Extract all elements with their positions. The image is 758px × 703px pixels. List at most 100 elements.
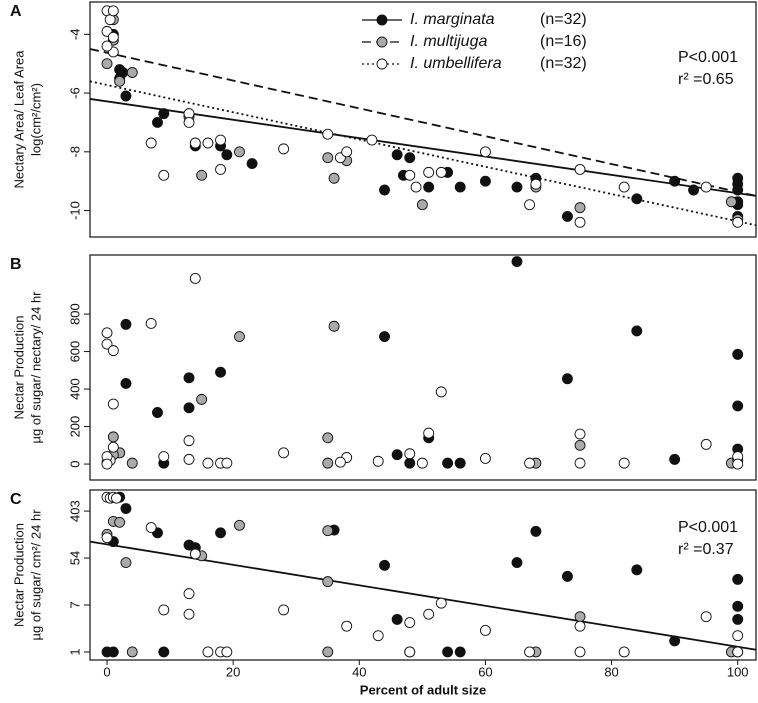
data-point: [107, 345, 119, 357]
plot-frame: [89, 489, 757, 661]
fit-line: [89, 48, 757, 197]
legend-marker: [376, 58, 388, 70]
data-point: [423, 608, 435, 620]
data-point: [158, 108, 170, 120]
data-point: [511, 557, 523, 569]
data-point: [189, 137, 201, 149]
data-point: [561, 210, 573, 222]
data-point: [107, 398, 119, 410]
data-point: [322, 432, 334, 444]
data-point: [618, 457, 630, 469]
data-point: [221, 149, 233, 161]
y-tick-label: -4: [67, 29, 82, 41]
data-point: [574, 611, 586, 623]
x-tick-label: 80: [604, 664, 618, 679]
data-point: [145, 522, 157, 534]
data-point: [101, 338, 113, 350]
data-point: [322, 525, 334, 537]
legend-marker: [376, 36, 388, 48]
data-point: [732, 216, 744, 228]
data-point: [101, 40, 113, 52]
data-point: [688, 184, 700, 196]
data-point: [391, 149, 403, 161]
data-point: [107, 441, 119, 453]
data-point: [183, 372, 195, 384]
annotation: r² =0.65: [678, 71, 734, 88]
data-point: [334, 456, 346, 468]
data-point: [454, 646, 466, 658]
x-tick-label: 100: [727, 664, 749, 679]
data-point: [120, 557, 132, 569]
data-point: [234, 146, 245, 158]
plot-frame: [89, 254, 757, 481]
data-point: [732, 573, 744, 585]
data-point: [423, 427, 435, 439]
fit-line: [89, 98, 757, 197]
data-point: [404, 646, 416, 658]
data-point: [107, 646, 119, 658]
y-tick-label: 0: [67, 460, 82, 467]
data-point: [183, 116, 195, 128]
data-point: [479, 452, 491, 464]
data-point: [631, 564, 643, 576]
data-point: [107, 5, 119, 17]
y-tick-label: 1: [67, 648, 82, 655]
data-point: [725, 196, 737, 208]
data-point: [322, 646, 334, 658]
data-point: [631, 193, 643, 205]
data-point: [631, 325, 643, 337]
data-point: [183, 588, 195, 600]
data-point: [379, 559, 390, 571]
y-tick-label: 400: [67, 378, 82, 400]
data-point: [366, 134, 378, 146]
x-tick-label: 40: [352, 664, 366, 679]
data-point: [700, 611, 712, 623]
data-point: [574, 620, 586, 632]
legend-count: (n=32): [540, 11, 587, 28]
data-point: [561, 570, 573, 582]
data-point: [372, 630, 384, 642]
annotation: P<0.001: [678, 519, 738, 536]
y-tick-label: -6: [67, 87, 82, 99]
data-point: [404, 448, 416, 460]
data-point: [372, 455, 384, 467]
data-point: [202, 646, 214, 658]
data-point: [341, 620, 353, 632]
data-point: [101, 458, 113, 470]
panel-label: B: [10, 256, 22, 273]
y-axis-label: µg of sugar/ nectary/ 24 hr: [28, 291, 43, 444]
data-point: [700, 181, 712, 193]
data-point: [278, 604, 290, 616]
data-point: [158, 451, 170, 463]
data-point: [732, 400, 744, 412]
legend-label: I. umbellifera: [410, 55, 502, 72]
data-point: [126, 457, 138, 469]
data-point: [416, 457, 428, 469]
data-point: [391, 613, 403, 625]
y-axis-label: Nectar Production: [11, 315, 26, 419]
data-point: [530, 525, 542, 537]
data-point: [618, 646, 630, 658]
data-point: [524, 199, 536, 211]
legend-label: I. multijuga: [410, 33, 487, 50]
x-tick-label: 20: [226, 664, 240, 679]
x-tick-label: 0: [103, 664, 110, 679]
legend-count: (n=32): [540, 55, 587, 72]
data-point: [561, 373, 573, 385]
data-point: [215, 134, 227, 146]
data-point: [246, 158, 258, 170]
data-point: [404, 169, 416, 181]
data-point: [215, 527, 227, 539]
data-point: [183, 608, 195, 620]
data-point: [158, 169, 170, 181]
data-point: [404, 617, 416, 628]
data-point: [423, 181, 435, 193]
data-point: [410, 181, 422, 193]
data-point: [114, 516, 126, 528]
x-tick-label: 60: [478, 664, 492, 679]
data-point: [435, 166, 447, 178]
data-point: [511, 256, 523, 268]
y-tick-label: -10: [67, 201, 82, 220]
data-point: [183, 453, 195, 465]
